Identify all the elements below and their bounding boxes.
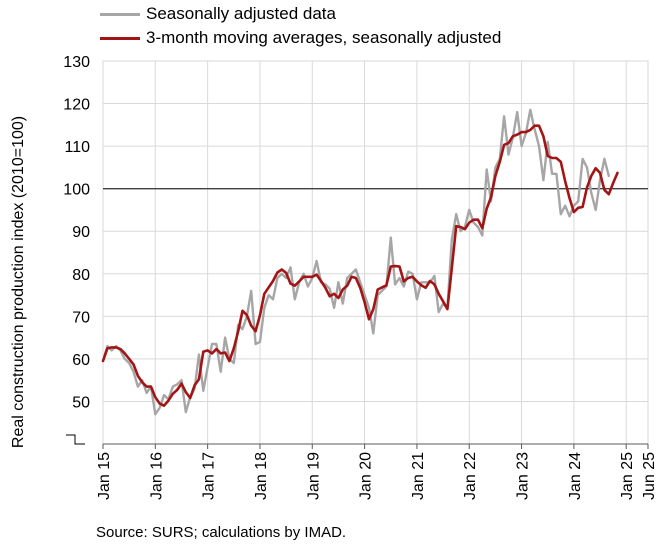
x-tick-label: Jan 15 (96, 452, 113, 500)
y-axis-break-marker (66, 434, 85, 445)
x-tick-label: Jan 22 (462, 452, 479, 500)
y-tick-label: 50 (72, 394, 90, 411)
x-tick-label: Jan 20 (358, 452, 375, 500)
x-tick-label: Jun 25 (641, 452, 658, 500)
x-tick-label: Jan 25 (619, 452, 636, 500)
x-tick-label: Jan 24 (567, 452, 584, 500)
y-tick-label: 110 (64, 139, 90, 156)
y-tick-label: 70 (72, 309, 90, 326)
x-tick-label: Jan 21 (410, 452, 427, 500)
y-axis-title: Real construction production index (2010… (10, 116, 27, 448)
source-note: Source: SURS; calculations by IMAD. (96, 524, 347, 541)
y-tick-label: 90 (72, 224, 90, 241)
series-line-moving-average (101, 124, 619, 408)
tick-layer: 50 60 70 80 90 100 110 120 130 Jan 15 Jan 16 Jan 17… (63, 54, 658, 500)
legend-swatch-red (100, 36, 140, 40)
y-tick-label: 100 (63, 182, 90, 199)
plot-frame (102, 60, 649, 445)
legend-label: Seasonally adjusted data (146, 4, 336, 23)
y-tick-label: 80 (72, 267, 90, 284)
y-tick-label: 130 (63, 54, 90, 71)
axis-layer (66, 188, 649, 449)
x-tick-label: Jan 19 (305, 452, 322, 500)
x-tick-label: Jan 17 (201, 452, 218, 500)
y-tick-label: 120 (63, 97, 90, 114)
legend: Seasonally adjusted data 3-month moving … (100, 2, 501, 50)
x-tick-label: Jan 16 (148, 452, 165, 500)
legend-item-seasonally-adjusted: Seasonally adjusted data (100, 2, 501, 26)
legend-swatch-gray (100, 12, 140, 16)
legend-label: 3-month moving averages, seasonally adju… (146, 28, 502, 47)
series-layer (101, 108, 619, 416)
series-line-seasonally-adjusted (101, 108, 610, 416)
x-tick-label: Jan 23 (515, 452, 532, 500)
y-tick-label: 60 (72, 352, 90, 369)
legend-item-moving-average: 3-month moving averages, seasonally adju… (100, 26, 501, 50)
grid-layer (102, 60, 649, 445)
x-tick-label: Jan 18 (253, 452, 270, 500)
